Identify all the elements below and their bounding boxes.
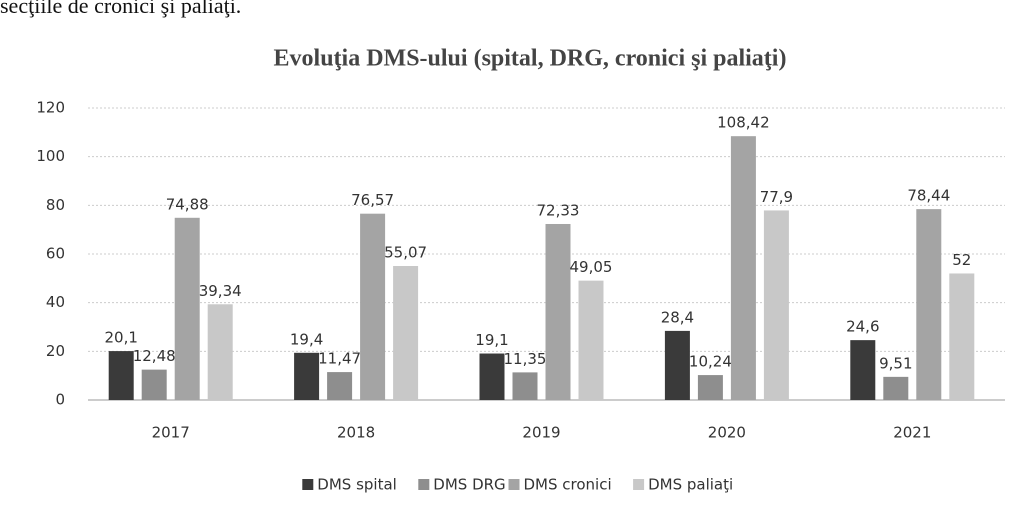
data-label: 49,05 [570, 258, 613, 276]
data-label: 52 [952, 251, 971, 269]
data-label: 72,33 [537, 201, 580, 219]
legend-label: DMS cronici [524, 476, 612, 494]
bar [578, 280, 604, 400]
x-tick-label: 2019 [522, 424, 560, 442]
data-label: 11,35 [504, 350, 547, 368]
y-tick-label: 120 [36, 99, 65, 117]
legend-swatch [418, 479, 430, 490]
bar [697, 375, 723, 400]
x-tick-label: 2021 [893, 424, 931, 442]
data-label: 76,57 [351, 191, 394, 209]
y-tick-label: 40 [46, 293, 65, 311]
legend-swatch [633, 479, 645, 490]
bar [141, 369, 167, 400]
legend-swatch [302, 479, 314, 490]
data-label: 28,4 [661, 308, 694, 326]
legend-label: DMS spital [317, 476, 397, 494]
bar [393, 265, 419, 400]
bar [763, 210, 789, 400]
y-tick-label: 80 [46, 196, 65, 214]
bar [108, 351, 134, 400]
bar [545, 223, 571, 400]
y-tick-label: 60 [46, 245, 65, 263]
data-label: 108,42 [717, 114, 770, 132]
x-tick-label: 2017 [152, 424, 190, 442]
x-tick-label: 2020 [708, 424, 746, 442]
data-label: 77,9 [760, 188, 793, 206]
data-label: 12,48 [133, 347, 176, 365]
bar [207, 304, 233, 400]
x-tick-label: 2018 [337, 424, 375, 442]
data-label: 78,44 [907, 187, 950, 205]
bar [664, 330, 690, 400]
bar [949, 273, 975, 400]
data-label: 24,6 [846, 318, 879, 336]
data-label: 10,24 [689, 353, 732, 371]
bar [327, 372, 353, 400]
bar [512, 372, 538, 400]
bar [916, 209, 942, 400]
bar [360, 213, 386, 400]
legend-label: DMS DRG [433, 476, 505, 494]
legend-swatch [508, 479, 520, 490]
bar [883, 376, 909, 400]
y-tick-label: 100 [36, 147, 65, 165]
data-label: 20,1 [104, 329, 137, 347]
bar [730, 136, 756, 401]
data-label: 19,4 [290, 330, 323, 348]
y-tick-label: 0 [55, 391, 65, 409]
data-label: 39,34 [199, 282, 242, 300]
y-tick-label: 20 [46, 342, 65, 360]
bar [479, 353, 505, 400]
data-label: 11,47 [318, 350, 361, 368]
data-label: 9,51 [879, 354, 912, 372]
chart-title: Evoluţia DMS-ului (spital, DRG, cronici … [274, 46, 787, 72]
document-text: secţiile de cronici şi paliaţi. [0, 0, 241, 18]
bar [174, 217, 200, 400]
data-label: 19,1 [475, 331, 508, 349]
bar [294, 352, 320, 400]
data-label: 55,07 [384, 243, 427, 261]
legend-label: DMS paliaţi [648, 476, 733, 494]
bar [850, 340, 876, 400]
data-label: 74,88 [166, 195, 209, 213]
